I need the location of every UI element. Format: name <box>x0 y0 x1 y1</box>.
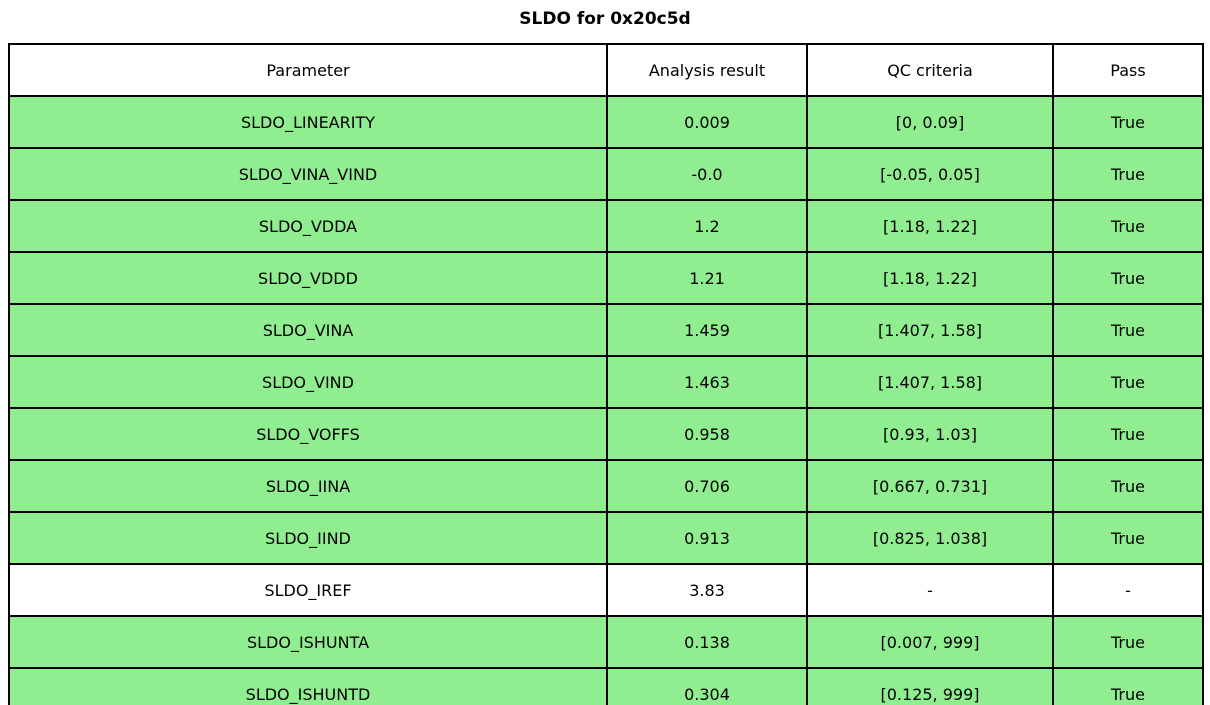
chart-title: SLDO for 0x20c5d <box>519 9 691 29</box>
cell-qc-criteria: [0.93, 1.03] <box>806 407 1054 461</box>
table-row-sldo_voffs: SLDO_VOFFS 0.958 [0.93, 1.03] True <box>8 407 1204 461</box>
cell-pass: True <box>1052 303 1204 357</box>
cell-parameter: SLDO_ISHUNTD <box>8 667 608 705</box>
cell-qc-criteria: [-0.05, 0.05] <box>806 147 1054 201</box>
cell-qc-criteria: [1.407, 1.58] <box>806 355 1054 409</box>
cell-pass: True <box>1052 251 1204 305</box>
table-row-sldo_iref: SLDO_IREF 3.83- - <box>8 563 1204 617</box>
cell-pass: True <box>1052 355 1204 409</box>
cell-qc-criteria: [0.667, 0.731] <box>806 459 1054 513</box>
cell-analysis-result: 0.009 <box>606 95 808 149</box>
cell-parameter: SLDO_VOFFS <box>8 407 608 461</box>
cell-pass: True <box>1052 511 1204 565</box>
qc-results-table: Parameter Analysis result QC criteria Pass … <box>8 43 1204 705</box>
table-row-sldo_vdda: SLDO_VDDA 1.2 [1.18, 1.22] True <box>8 199 1204 253</box>
table-row-sldo_iind: SLDO_IIND 0.913 [0.825, 1.038] True <box>8 511 1204 565</box>
cell-qc-criteria: [0.125, 999] <box>806 667 1054 705</box>
column-header-pass: Pass <box>1052 43 1204 97</box>
cell-parameter: SLDO_VDDA <box>8 199 608 253</box>
cell-qc-criteria: [1.18, 1.22] <box>806 251 1054 305</box>
cell-analysis-result: 1.21 <box>606 251 808 305</box>
cell-pass: True <box>1052 459 1204 513</box>
cell-parameter: SLDO_IREF <box>8 563 608 617</box>
cell-qc-criteria: [1.407, 1.58] <box>806 303 1054 357</box>
column-header-analysis-result: Analysis result <box>606 43 808 97</box>
cell-analysis-result: 1.463 <box>606 355 808 409</box>
cell-analysis-result: -0.0 <box>606 147 808 201</box>
cell-qc-criteria: [0, 0.09] <box>806 95 1054 149</box>
cell-qc-criteria: - <box>806 563 1054 617</box>
cell-pass: True <box>1052 407 1204 461</box>
table-row-sldo_vina: SLDO_VINA 1.459 [1.407, 1.58] True <box>8 303 1204 357</box>
cell-analysis-result: 3.83 <box>606 563 808 617</box>
table-row-sldo_ishunta: SLDO_ISHUNTA 0.138 [0.007, 999] True <box>8 615 1204 669</box>
cell-parameter: SLDO_VIND <box>8 355 608 409</box>
table-row-sldo_vina_vind: SLDO_VINA_VIND -0.0 [-0.05, 0.05] True <box>8 147 1204 201</box>
cell-pass: True <box>1052 667 1204 705</box>
cell-pass: True <box>1052 95 1204 149</box>
column-header-qc-criteria: QC criteria <box>806 43 1054 97</box>
table-row-sldo_linearity: SLDO_LINEARITY 0.009 [0, 0.09] True <box>8 95 1204 149</box>
table-row-sldo_vind: SLDO_VIND 1.463 [1.407, 1.58] True <box>8 355 1204 409</box>
cell-analysis-result: 1.459 <box>606 303 808 357</box>
table-row-sldo_iina: SLDO_IINA 0.706 [0.667, 0.731] True <box>8 459 1204 513</box>
table-header-row: Parameter Analysis result QC criteria Pass <box>8 43 1204 97</box>
cell-qc-criteria: [0.007, 999] <box>806 615 1054 669</box>
cell-parameter: SLDO_VINA_VIND <box>8 147 608 201</box>
table-body: SLDO_LINEARITY 0.009 [0, 0.09] True SLDO_VIN… <box>8 95 1204 705</box>
cell-parameter: SLDO_VINA <box>8 303 608 357</box>
cell-parameter: SLDO_VDDD <box>8 251 608 305</box>
cell-parameter: SLDO_IINA <box>8 459 608 513</box>
cell-pass: - <box>1052 563 1204 617</box>
cell-qc-criteria: [0.825, 1.038] <box>806 511 1054 565</box>
cell-parameter: SLDO_ISHUNTA <box>8 615 608 669</box>
cell-qc-criteria: [1.18, 1.22] <box>806 199 1054 253</box>
cell-parameter: SLDO_LINEARITY <box>8 95 608 149</box>
cell-analysis-result: 0.706 <box>606 459 808 513</box>
table-row-sldo_ishuntd: SLDO_ISHUNTD 0.304 [0.125, 999] True <box>8 667 1204 705</box>
column-header-parameter: Parameter <box>8 43 608 97</box>
cell-parameter: SLDO_IIND <box>8 511 608 565</box>
cell-analysis-result: 0.304 <box>606 667 808 705</box>
cell-analysis-result: 0.138 <box>606 615 808 669</box>
cell-analysis-result: 0.958 <box>606 407 808 461</box>
cell-analysis-result: 0.913 <box>606 511 808 565</box>
cell-pass: True <box>1052 199 1204 253</box>
cell-analysis-result: 1.2 <box>606 199 808 253</box>
cell-pass: True <box>1052 615 1204 669</box>
table-row-sldo_vddd: SLDO_VDDD 1.21 [1.18, 1.22] True <box>8 251 1204 305</box>
cell-pass: True <box>1052 147 1204 201</box>
